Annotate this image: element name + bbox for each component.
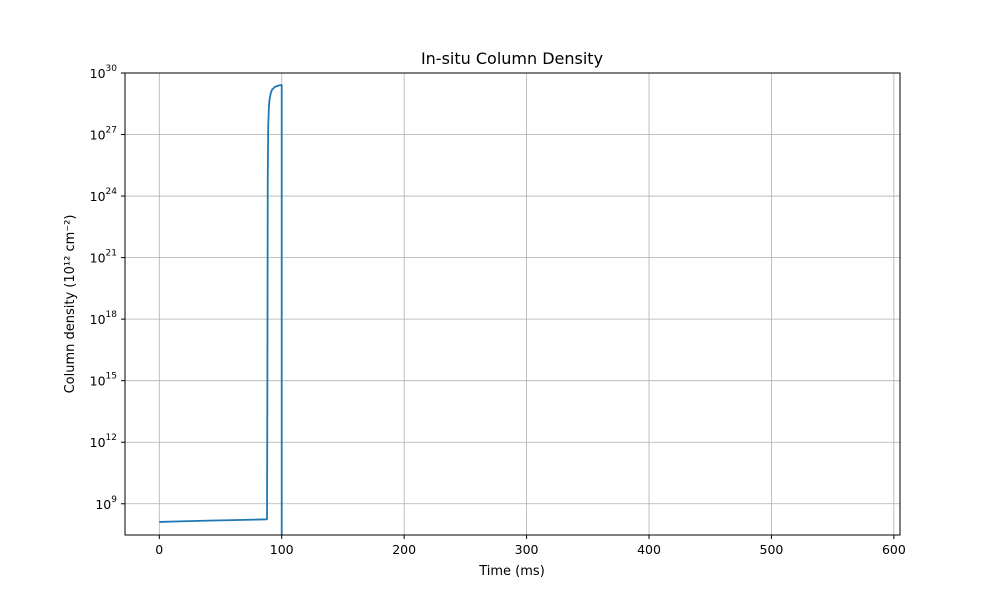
series-line bbox=[159, 84, 283, 535]
y-tick-label: 1030 bbox=[90, 64, 118, 81]
x-axis: 0 100 200 300 400 500 600 bbox=[155, 535, 906, 557]
y-tick-label: 1018 bbox=[90, 310, 118, 327]
y-axis: 109 1012 1015 1018 1021 1024 1027 1030 bbox=[90, 64, 125, 512]
x-tick-label: 600 bbox=[882, 542, 906, 557]
y-tick-label: 1027 bbox=[90, 126, 117, 143]
y-tick-label: 1024 bbox=[90, 187, 118, 204]
grid bbox=[125, 72, 900, 535]
y-tick-label: 109 bbox=[95, 495, 117, 512]
x-tick-label: 0 bbox=[155, 542, 163, 557]
y-tick-label: 1012 bbox=[90, 433, 117, 450]
y-tick-label: 1021 bbox=[90, 249, 117, 266]
chart-title: In-situ Column Density bbox=[421, 49, 603, 68]
x-tick-label: 100 bbox=[270, 542, 294, 557]
x-tick-label: 500 bbox=[760, 542, 784, 557]
x-tick-label: 300 bbox=[515, 542, 539, 557]
y-tick-label: 1015 bbox=[90, 372, 117, 389]
x-tick-label: 400 bbox=[637, 542, 661, 557]
series-layer bbox=[159, 84, 283, 535]
plot-frame bbox=[124, 72, 901, 536]
x-tick-label: 200 bbox=[392, 542, 416, 557]
x-axis-label: Time (ms) bbox=[478, 564, 545, 579]
y-axis-label: Column density (10¹² cm⁻²) bbox=[63, 215, 78, 394]
